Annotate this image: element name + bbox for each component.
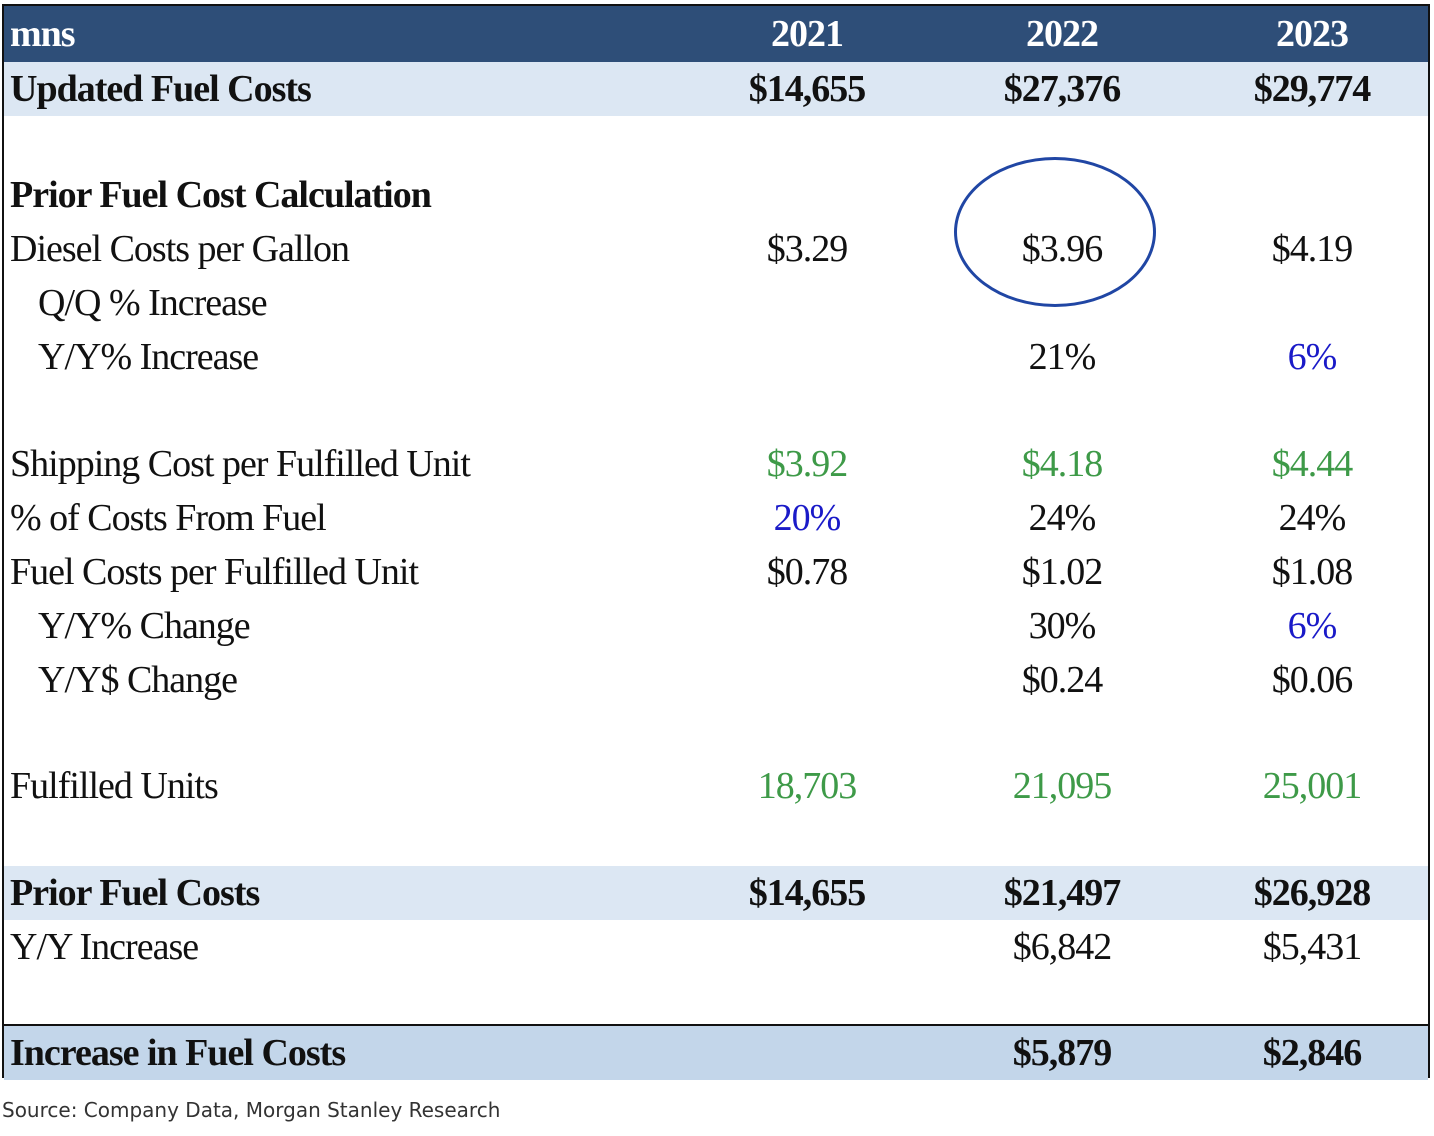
value-2022: $6,842 <box>1012 926 1112 968</box>
value-2023: 6% <box>1287 605 1338 647</box>
value-2021: $14,655 <box>748 872 866 914</box>
value-2022: 24% <box>1028 497 1097 539</box>
fuel-per-unit-row: Fuel Costs per Fulfilled Unit $0.78 $1.0… <box>4 545 1428 599</box>
value-2022: $1.02 <box>1021 551 1103 593</box>
value-2022: $21,497 <box>1003 872 1121 914</box>
value-2023: 6% <box>1287 336 1338 378</box>
shipping-cost-row: Shipping Cost per Fulfilled Unit $3.92 $… <box>4 437 1428 491</box>
value-2022: $27,376 <box>1003 68 1121 110</box>
year-2021: 2021 <box>771 13 844 55</box>
row-label: Fuel Costs per Fulfilled Unit <box>10 551 419 593</box>
value-2021: $0.78 <box>766 551 848 593</box>
value-2023: 24% <box>1278 497 1347 539</box>
value-2022: 21% <box>1028 336 1097 378</box>
value-2021: 20% <box>773 497 842 539</box>
value-2023: $4.44 <box>1271 443 1353 485</box>
row-label: Updated Fuel Costs <box>10 68 312 110</box>
row-label: % of Costs From Fuel <box>10 497 327 539</box>
row-label: Y/Y% Increase <box>38 336 259 378</box>
fuel-cost-table: mns 2021 2022 2023 Updated Fuel Costs $1… <box>2 4 1430 1080</box>
source-note: Source: Company Data, Morgan Stanley Res… <box>2 1098 501 1122</box>
row-label: Shipping Cost per Fulfilled Unit <box>10 443 471 485</box>
row-label: Diesel Costs per Gallon <box>10 228 350 270</box>
prior-section-title-row: Prior Fuel Cost Calculation <box>4 168 1428 222</box>
value-2023: $2,846 <box>1262 1032 1362 1074</box>
prior-fuel-costs-row: Prior Fuel Costs $14,655 $21,497 $26,928 <box>4 866 1428 920</box>
value-2022: 21,095 <box>1012 765 1112 807</box>
value-2022: $0.24 <box>1021 659 1103 701</box>
row-label: Y/Y$ Change <box>38 659 238 701</box>
value-2021: 18,703 <box>757 765 857 807</box>
year-2023: 2023 <box>1276 13 1349 55</box>
pct-from-fuel-row: % of Costs From Fuel 20% 24% 24% <box>4 491 1428 545</box>
increase-fuel-costs-row: Increase in Fuel Costs $5,879 $2,846 <box>4 1024 1428 1080</box>
row-label: Increase in Fuel Costs <box>10 1032 346 1074</box>
value-2022: $5,879 <box>1012 1032 1112 1074</box>
value-2022: 30% <box>1028 605 1097 647</box>
value-2023: $29,774 <box>1253 68 1371 110</box>
value-2023: 25,001 <box>1262 765 1362 807</box>
unit-label: mns <box>10 13 76 55</box>
updated-fuel-costs-row: Updated Fuel Costs $14,655 $27,376 $29,7… <box>4 62 1428 116</box>
value-2021: $3.92 <box>766 443 848 485</box>
value-2023: $26,928 <box>1253 872 1371 914</box>
row-label: Y/Y Increase <box>10 926 199 968</box>
qq-increase-row: Q/Q % Increase <box>4 276 1428 330</box>
row-label: Q/Q % Increase <box>38 282 268 324</box>
value-2021: $3.29 <box>766 228 848 270</box>
fulfilled-units-row: Fulfilled Units 18,703 21,095 25,001 <box>4 759 1428 813</box>
row-label: Fulfilled Units <box>10 765 219 807</box>
yy-increase-pct-row: Y/Y% Increase 21% 6% <box>4 330 1428 384</box>
diesel-row: Diesel Costs per Gallon $3.29 $3.96 $4.1… <box>4 222 1428 276</box>
yy-pct-change-row: Y/Y% Change 30% 6% <box>4 599 1428 653</box>
row-label: Y/Y% Change <box>38 605 251 647</box>
year-2022: 2022 <box>1026 13 1099 55</box>
section-title: Prior Fuel Cost Calculation <box>10 174 432 216</box>
value-2021: $14,655 <box>748 68 866 110</box>
value-2023: $5,431 <box>1262 926 1362 968</box>
yy-increase-row: Y/Y Increase $6,842 $5,431 <box>4 920 1428 974</box>
header-row: mns 2021 2022 2023 <box>4 6 1428 62</box>
value-2023: $0.06 <box>1271 659 1353 701</box>
row-label: Prior Fuel Costs <box>10 872 260 914</box>
value-2023: $4.19 <box>1271 228 1353 270</box>
highlight-circle <box>954 157 1156 307</box>
value-2023: $1.08 <box>1271 551 1353 593</box>
value-2022: $4.18 <box>1021 443 1103 485</box>
yy-dollar-change-row: Y/Y$ Change $0.24 $0.06 <box>4 653 1428 707</box>
